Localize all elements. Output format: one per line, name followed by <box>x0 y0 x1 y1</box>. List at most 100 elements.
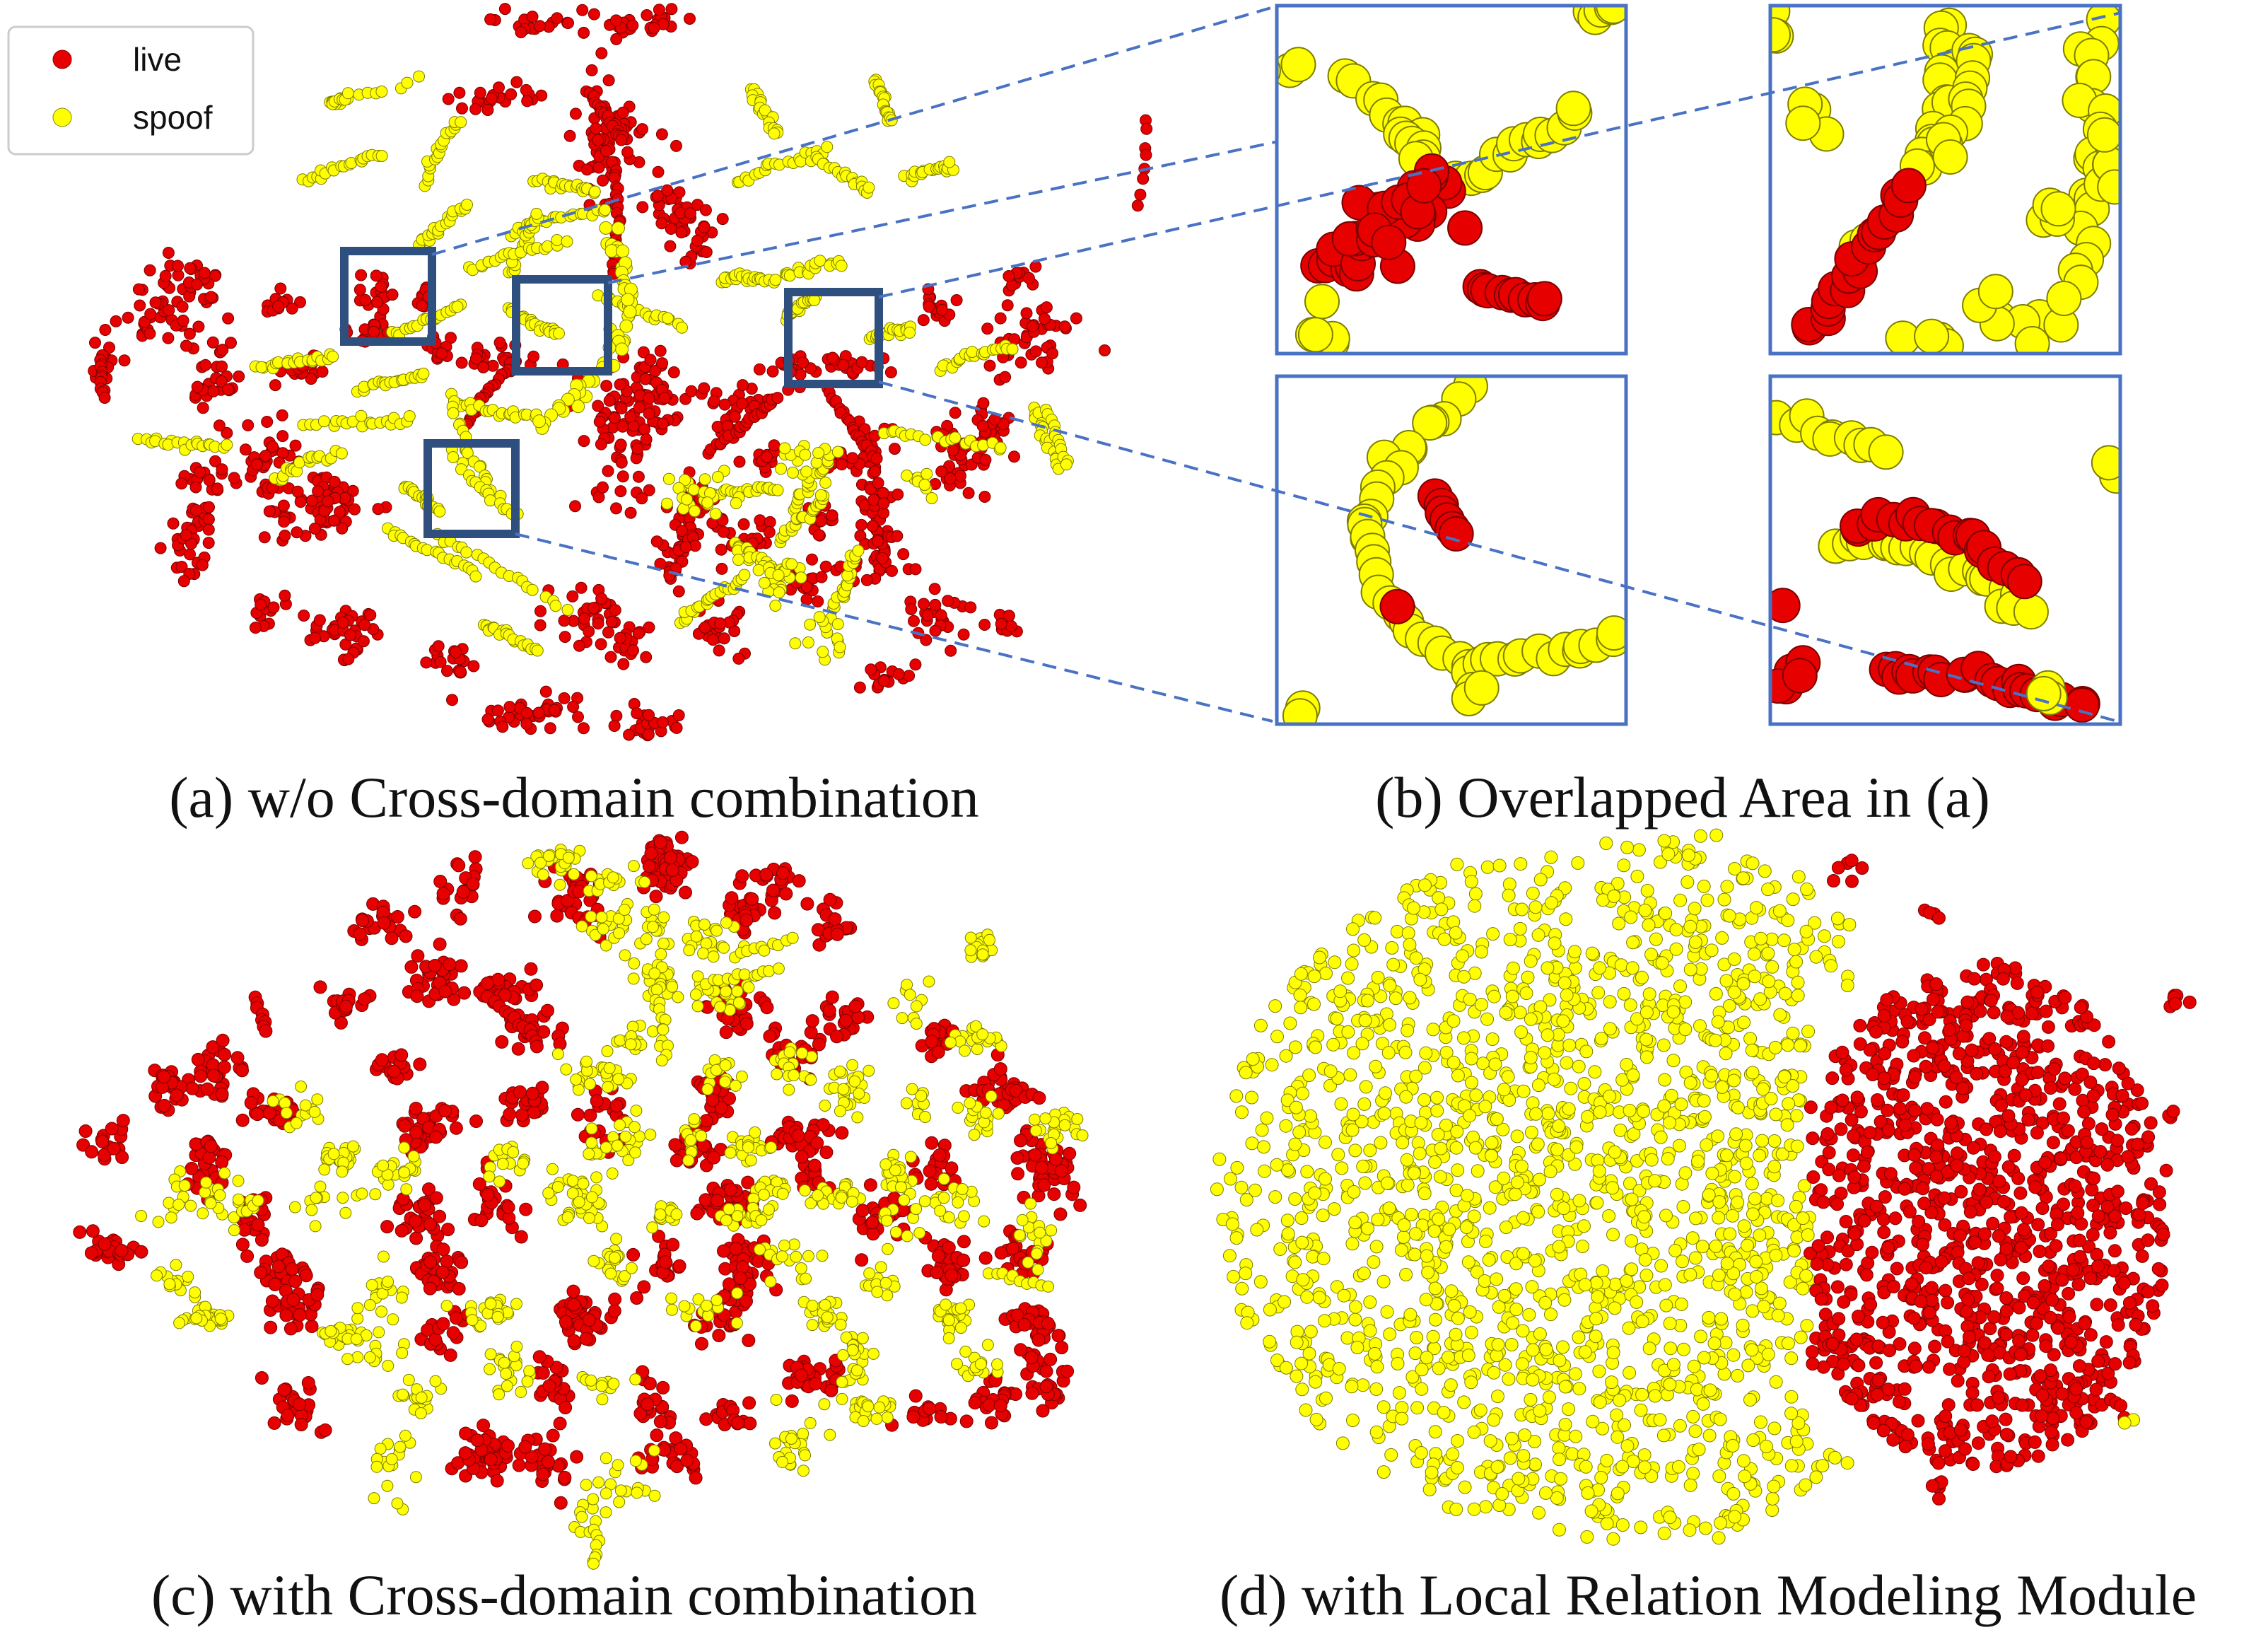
panel-c-spoof-point <box>1029 1124 1042 1137</box>
panel-a-live-point <box>639 373 652 385</box>
panel-a-live-point <box>339 491 351 504</box>
panel-a-live-point <box>614 438 627 451</box>
panel-a-live-point <box>216 360 228 373</box>
panel-c-live-point <box>288 1274 303 1288</box>
panel-c-live-point <box>436 1265 450 1279</box>
panel-a-spoof-point <box>994 441 1007 454</box>
panel-c-live-point <box>503 1107 517 1122</box>
panel-c-spoof-point <box>595 911 608 924</box>
panel-c-spoof-point <box>619 1130 632 1143</box>
panel-a-live-point <box>583 625 595 638</box>
panel-a-live-point <box>764 516 776 528</box>
panel-c-live-point <box>524 962 538 976</box>
panel-a-live-point <box>1020 307 1033 320</box>
panel-a-live-point <box>98 392 111 404</box>
panel-c-live-point <box>95 1134 110 1148</box>
panel-c-live-point <box>653 835 667 849</box>
panel-a-live-point <box>947 444 959 457</box>
panel-c-live-point <box>230 1051 245 1065</box>
panel-a-live-point <box>714 617 727 630</box>
panel-c-spoof-point <box>214 1312 227 1325</box>
panel-c-spoof-point <box>337 1192 349 1204</box>
panel-c-live-point <box>1034 1160 1048 1175</box>
panel-c-spoof-point <box>629 1121 641 1134</box>
panel-a-live-point <box>595 638 607 651</box>
panel-a-live-point <box>515 26 527 39</box>
panel-a-live-point <box>595 593 608 605</box>
panel-c-live-point <box>1039 1364 1053 1378</box>
panel-a-live-point <box>617 658 630 670</box>
panel-a-live-point <box>520 83 532 96</box>
panel-a-live-point <box>935 609 947 622</box>
panel-a-live-point <box>624 506 637 519</box>
panel-c-live-point <box>394 1223 409 1238</box>
panel-c-live-point <box>443 957 457 972</box>
panel-c-live-point <box>933 1148 947 1162</box>
panel-c-spoof-point <box>163 1197 175 1209</box>
panel-a-spoof-point <box>795 571 807 584</box>
panel-c-live-point <box>819 1146 834 1159</box>
panel-a-live-point <box>276 430 289 443</box>
panel-c-live-point <box>530 978 544 992</box>
panel-a-spoof-point <box>778 442 791 455</box>
panel-c-spoof-point <box>771 1068 783 1081</box>
panel-c-spoof-point <box>638 875 651 888</box>
panel-c-spoof-point <box>640 933 653 945</box>
panel-c-spoof-point <box>351 1351 364 1363</box>
panel-c-live-point <box>433 937 447 951</box>
panel-c-spoof-point <box>798 1184 811 1197</box>
panel-c-live-point <box>1063 1146 1077 1160</box>
panel-a-live-point <box>177 314 189 327</box>
panel-a-live-point <box>976 419 989 432</box>
panel-a-live-point <box>103 342 115 354</box>
panel-a-spoof-point <box>317 415 330 428</box>
panel-a-live-point <box>672 709 685 721</box>
panel-a-live-point <box>251 458 264 471</box>
zoom-4-live-point <box>2064 687 2100 723</box>
panel-a-spoof-point <box>771 484 784 496</box>
panel-c-live-point <box>385 931 399 945</box>
panel-a-live-point <box>640 433 653 446</box>
panel-a-live-point <box>578 722 590 735</box>
panel-a-live-point <box>539 685 552 698</box>
panel-a-live-point <box>493 337 506 349</box>
panel-a-live-point <box>569 107 582 120</box>
panel-a-live-point <box>675 226 688 239</box>
panel-a-live-point <box>640 651 653 663</box>
panel-a-spoof-point <box>785 558 798 571</box>
panel-a-live-point <box>766 365 779 378</box>
panel-c-spoof-point <box>788 1069 800 1081</box>
panel-c-spoof-point <box>562 851 575 864</box>
panel-a-spoof-point <box>413 70 425 83</box>
panel-a-live-point <box>642 728 655 741</box>
panel-c-live-point <box>848 999 863 1013</box>
panel-c-spoof-point <box>493 1175 506 1188</box>
panel-c-spoof-point <box>585 1122 598 1135</box>
panel-c-live-point <box>839 1013 853 1028</box>
panel-c-live-point <box>1032 1091 1046 1105</box>
panel-c-live-point <box>1037 1178 1051 1192</box>
panel-c-live-point <box>653 1414 667 1428</box>
panel-a-live-point <box>368 325 380 338</box>
panel-c-live-point <box>436 887 450 901</box>
panel-c-spoof-point <box>398 1141 411 1154</box>
panel-c-spoof-point <box>683 944 696 957</box>
panel-c-live-point <box>825 990 839 1004</box>
panel-c-live-point <box>98 1237 112 1251</box>
panel-a-spoof-point <box>599 221 613 235</box>
panel-c-live-point <box>1005 1242 1019 1256</box>
zoom-2-spoof-point <box>2040 191 2076 227</box>
panel-a-live-point <box>872 535 884 547</box>
panel-c-spoof-point <box>983 933 995 946</box>
panel-a-live-point <box>737 379 749 392</box>
panel-c-spoof-point <box>776 1187 789 1200</box>
panel-a-live-point <box>643 392 655 404</box>
panel-a-live-point <box>846 452 859 465</box>
panel-a-live-point <box>923 301 935 313</box>
panel-a-spoof-point <box>804 618 817 631</box>
panel-c-live-point <box>650 1428 664 1443</box>
panel-c-live-point <box>763 1029 777 1043</box>
panel-a-spoof-point <box>447 407 460 419</box>
panel-a-live-point <box>132 283 145 296</box>
zoom-3-spoof-point <box>1463 670 1500 706</box>
